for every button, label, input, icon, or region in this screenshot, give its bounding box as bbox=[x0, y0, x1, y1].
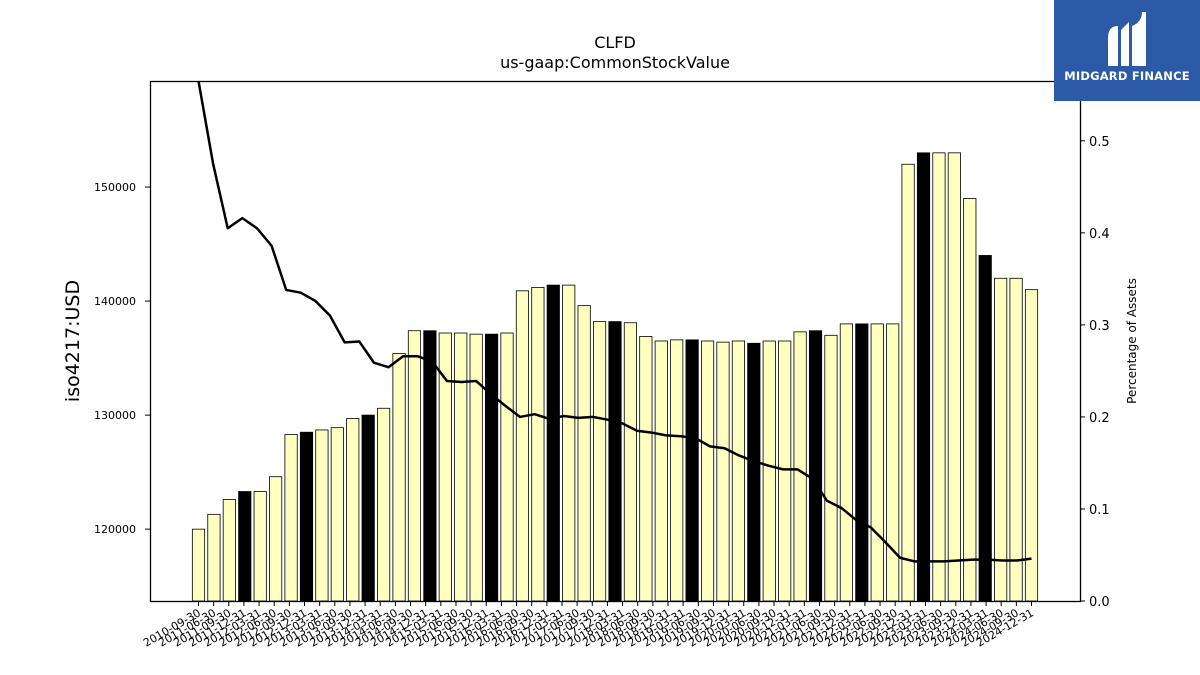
bar-21 bbox=[515, 290, 530, 602]
y2-tick-label-2: 0.2 bbox=[1089, 411, 1110, 426]
bar-46 bbox=[901, 163, 915, 602]
bar-17 bbox=[454, 332, 468, 602]
bar-38 bbox=[778, 340, 792, 602]
bar-29 bbox=[639, 336, 653, 602]
bar-10 bbox=[346, 418, 360, 602]
bar-54 bbox=[1024, 289, 1039, 602]
bar-52 bbox=[994, 277, 1008, 602]
y2-tick-label-4: 0.4 bbox=[1089, 227, 1110, 242]
bar-40 bbox=[808, 330, 823, 602]
bar-3 bbox=[238, 491, 252, 602]
bar-42 bbox=[839, 323, 853, 602]
bar-18 bbox=[469, 333, 483, 602]
plot-frame bbox=[149, 80, 1082, 603]
bar-36 bbox=[747, 342, 761, 602]
y-tick-label-1: 130000 bbox=[94, 409, 136, 422]
bar-35 bbox=[731, 340, 745, 602]
bar-41 bbox=[824, 334, 838, 602]
bar-43 bbox=[855, 323, 869, 602]
bar-51 bbox=[978, 255, 992, 602]
bar-26 bbox=[593, 321, 607, 602]
bar-5 bbox=[269, 476, 283, 602]
bar-39 bbox=[793, 331, 807, 602]
bar-47 bbox=[916, 152, 931, 602]
bar-12 bbox=[377, 407, 391, 602]
logo-mark-icon bbox=[1108, 12, 1146, 66]
bar-53 bbox=[1009, 277, 1023, 602]
y2-tick-label-3: 0.3 bbox=[1089, 319, 1110, 334]
y2-axis-label: Percentage of Assets bbox=[1125, 278, 1139, 404]
bar-9 bbox=[330, 427, 344, 602]
bar-0 bbox=[191, 528, 206, 602]
bar-8 bbox=[315, 429, 329, 602]
y-tick-label-0: 120000 bbox=[94, 523, 136, 536]
bar-48 bbox=[932, 152, 946, 602]
bar-2 bbox=[222, 499, 236, 602]
y2-tick-label-1: 0.1 bbox=[1089, 503, 1110, 518]
bar-7 bbox=[299, 431, 314, 602]
logo: MIDGARD FINANCE bbox=[1054, 0, 1200, 101]
bar-32 bbox=[685, 339, 699, 602]
percentage-line bbox=[197, 81, 1032, 563]
bar-34 bbox=[716, 341, 730, 602]
bar-6 bbox=[284, 434, 298, 602]
x-axis: 2010-09-302011-06-302011-09-302011-12-31… bbox=[141, 601, 1036, 650]
bar-37 bbox=[762, 340, 776, 602]
y-tick-label-3: 150000 bbox=[94, 181, 136, 194]
bar-13 bbox=[392, 353, 406, 602]
bar-49 bbox=[947, 152, 961, 602]
bar-44 bbox=[870, 323, 884, 602]
bar-1 bbox=[207, 513, 221, 602]
line-layer bbox=[197, 81, 1032, 563]
bars-group bbox=[191, 152, 1039, 602]
y-axis: 120000 130000 140000 150000 bbox=[94, 181, 150, 536]
bar-33 bbox=[700, 340, 715, 602]
y2-tick-label-0: 0.0 bbox=[1089, 595, 1110, 610]
bar-20 bbox=[500, 332, 514, 602]
y2-tick-label-5: 0.5 bbox=[1089, 135, 1110, 150]
y-axis-label: iso4217:USD bbox=[62, 280, 84, 402]
bar-4 bbox=[253, 491, 267, 602]
bar-27 bbox=[608, 321, 622, 602]
bar-45 bbox=[886, 323, 900, 602]
y-tick-label-2: 140000 bbox=[94, 295, 136, 308]
chart-title: CLFD bbox=[594, 33, 636, 52]
chart-subtitle: us-gaap:CommonStockValue bbox=[500, 53, 730, 72]
bar-19 bbox=[485, 333, 499, 602]
bar-14 bbox=[407, 330, 422, 602]
bar-25 bbox=[577, 305, 591, 602]
bar-28 bbox=[623, 322, 638, 602]
bar-15 bbox=[423, 330, 437, 602]
bar-30 bbox=[654, 340, 668, 602]
bar-24 bbox=[562, 284, 576, 602]
bar-31 bbox=[670, 339, 684, 602]
bar-22 bbox=[531, 286, 545, 602]
bar-11 bbox=[361, 414, 375, 602]
bar-23 bbox=[546, 284, 560, 602]
y2-axis: 0.0 0.1 0.2 0.3 0.4 0.5 bbox=[1080, 135, 1110, 610]
logo-text: MIDGARD FINANCE bbox=[1064, 69, 1190, 83]
bar-50 bbox=[963, 198, 977, 602]
